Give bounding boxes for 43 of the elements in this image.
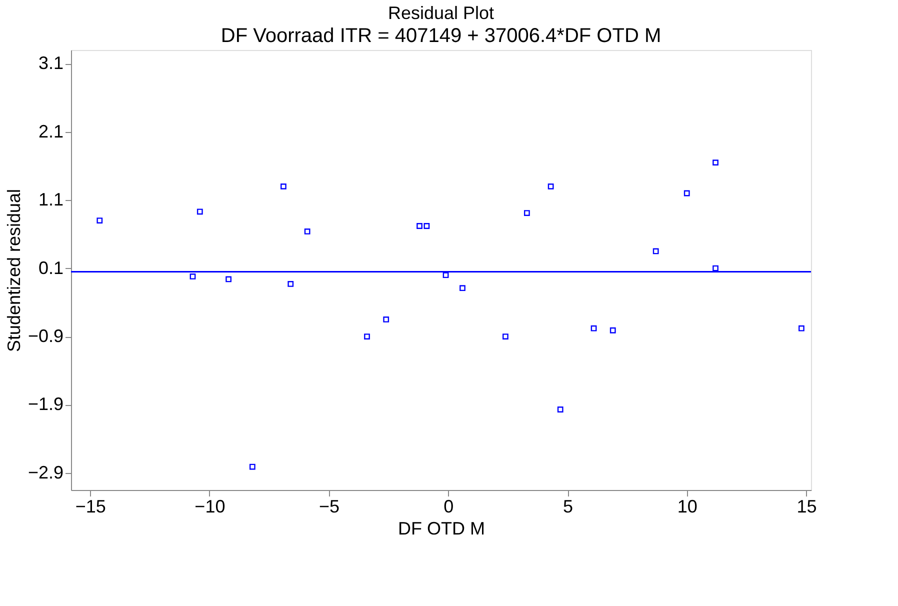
point (557, 406, 564, 412)
x-tick-label: −5 (319, 496, 340, 516)
x-axis-title: DF OTD M (398, 518, 485, 538)
point (288, 281, 294, 287)
point (190, 274, 196, 280)
x-tick-label: 0 (444, 496, 454, 516)
point (712, 265, 718, 272)
point (424, 223, 430, 229)
point (684, 190, 690, 196)
point (590, 325, 597, 332)
point (196, 208, 203, 215)
y-tick-label: 1.1 (38, 190, 64, 210)
chart-title: Residual Plot (388, 3, 494, 23)
y-tick-label: 0.1 (38, 258, 64, 278)
point (96, 218, 103, 224)
y-tick-label: 2.1 (38, 121, 64, 142)
y-axis-title: Studentized residual (4, 188, 24, 352)
point (226, 276, 232, 282)
y-tick-label: −2.9 (28, 462, 64, 482)
x-tick-label: 10 (677, 496, 698, 516)
x-tick-label: −15 (75, 496, 106, 516)
point (442, 272, 449, 278)
point (502, 334, 508, 340)
point (712, 160, 718, 166)
point (610, 327, 616, 334)
chart-subtitle: DF Voorraad ITR = 407149 + 37006.4*DF OTD M (220, 25, 662, 47)
point (383, 316, 390, 322)
x-tick-label: 15 (796, 496, 817, 516)
point (652, 248, 659, 254)
point (416, 223, 422, 229)
point (460, 285, 466, 292)
x-tick-label: −10 (194, 496, 226, 516)
point (364, 334, 370, 340)
point (249, 464, 256, 470)
point (798, 325, 804, 332)
point (280, 183, 286, 190)
point (304, 228, 310, 234)
x-tick-label: 5 (563, 496, 574, 516)
y-tick-label: 3.1 (38, 53, 64, 74)
point (524, 210, 530, 216)
y-tick-label: −1.9 (28, 394, 64, 414)
point (548, 183, 554, 190)
y-tick-label: −0.9 (28, 326, 64, 346)
